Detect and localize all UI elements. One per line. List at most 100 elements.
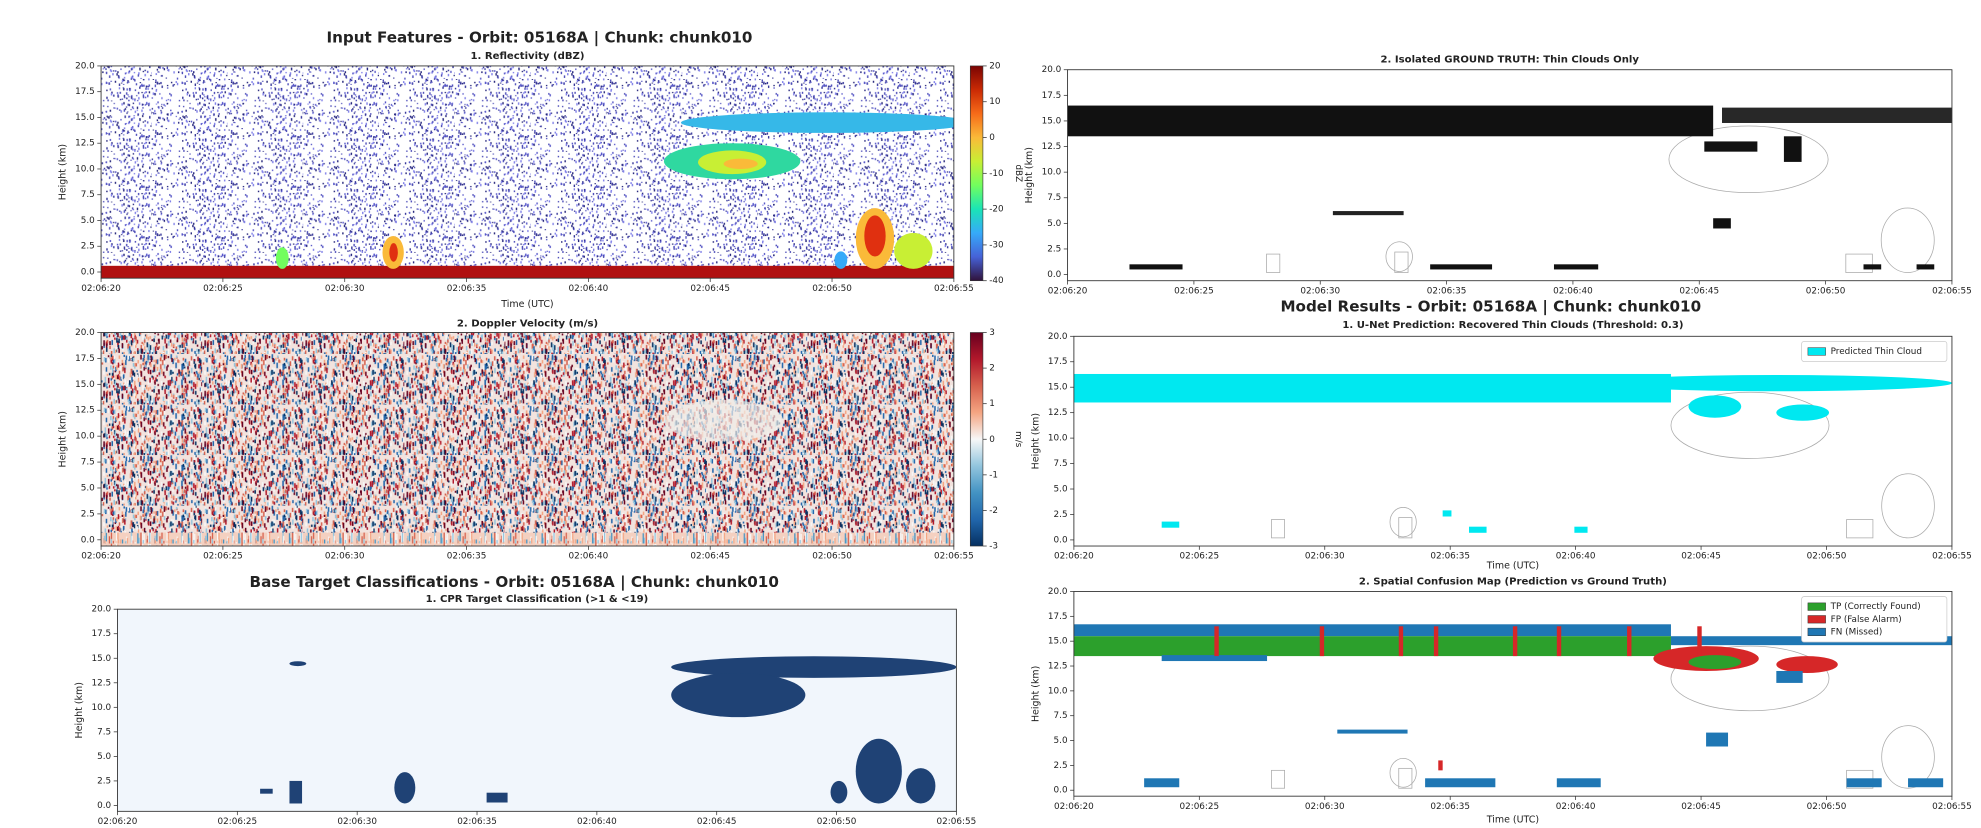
y-tick-label: 20.0 [1048,332,1068,342]
x-tick-label: 02:06:40 [577,817,617,827]
x-tick-label: 02:06:50 [817,817,857,827]
x-tick-label: 02:06:25 [1174,286,1214,296]
cloud-region [1430,264,1493,270]
y-tick-label: 17.5 [92,629,112,639]
axes-frame [1073,591,1953,797]
x-tick-label: 02:06:55 [937,817,977,827]
x-tick-label: 02:06:25 [218,817,258,827]
plot-area [1073,624,1952,789]
x-tick-label: 02:06:45 [690,284,730,294]
cloud-region [1704,141,1758,152]
cloud-region [1398,767,1413,789]
cloud-region [260,788,273,794]
cloud-region [1433,626,1439,657]
cloud-region [1553,264,1599,270]
y-tick-label: 7.5 [81,458,95,468]
plot-area [117,609,957,812]
x-tick-label: 02:06:55 [1932,552,1972,562]
background [101,332,954,547]
y-tick-label: 5.0 [81,483,95,493]
axes-frame [1073,335,1953,547]
x-tick-label: 02:06:30 [1305,552,1345,562]
suptitle: Input Features - Orbit: 05168A | Chunk: … [326,29,752,48]
y-tick-label: 7.5 [1047,193,1061,203]
cloud-region [1881,725,1935,789]
cloud-region [1556,778,1601,788]
legend-label: FP (False Alarm) [1831,615,1902,625]
x-tick-label: 02:06:55 [934,552,974,562]
y-tick-label: 12.5 [1042,142,1062,152]
x-tick-label: 02:06:20 [81,284,121,294]
y-tick-label: 2.5 [1054,761,1068,771]
x-tick-label: 02:06:45 [1681,802,1721,812]
cloud-region [1073,624,1671,637]
cloud-region [663,399,784,442]
colorbar-tick-label: 0 [989,133,995,143]
panel-title: 1. Reflectivity (dBZ) [470,51,584,62]
y-tick-label: 20.0 [1048,587,1068,597]
cloud-region [1438,760,1443,771]
y-tick-label: 0.0 [97,801,111,811]
x-tick-label: 02:06:35 [1430,802,1470,812]
cloud-region [1722,107,1952,123]
panel-title: 1. CPR Target Classification (>1 & <19) [426,594,649,605]
axes-frame [100,65,955,279]
x-tick-label: 02:06:55 [1932,286,1972,296]
colorbar-tick-label: 2 [989,364,995,374]
y-tick-label: 15.0 [75,113,95,123]
y-tick-label: 2.5 [81,242,95,252]
x-tick-label: 02:06:45 [690,552,730,562]
cloud-region [289,661,307,667]
colorbar-label: m/s [1013,431,1023,448]
cloud-region [894,232,933,269]
cloud-region [1332,211,1404,216]
cloud-region [723,158,758,169]
colorbar-tick-label: 3 [989,328,995,338]
background [101,65,954,279]
cloud-region [1389,506,1417,538]
cloud-region [1425,778,1496,788]
cloud-region [1271,519,1285,539]
x-tick-label: 02:06:25 [1179,552,1219,562]
cloud-region [1442,510,1452,517]
y-tick-label: 0.0 [1054,786,1068,796]
x-axis-label: Time (UTC) [1486,815,1539,826]
colorbar-tick-label: 0 [989,435,995,445]
y-tick-label: 10.0 [1048,434,1068,444]
x-tick-label: 02:06:35 [447,284,487,294]
y-tick-label: 2.5 [81,509,95,519]
cloud-region [1776,670,1803,683]
y-tick-label: 2.5 [1054,510,1068,520]
x-tick-label: 02:06:40 [1553,286,1593,296]
cloud-region [1266,253,1281,273]
cloud-region [1706,732,1729,747]
x-tick-label: 02:06:35 [447,552,487,562]
cloud-region [1783,136,1802,162]
y-tick-label: 12.5 [92,678,112,688]
axes-frame [100,332,955,547]
y-tick-label: 2.5 [97,776,111,786]
y-tick-label: 0.0 [1054,535,1068,545]
y-tick-label: 7.5 [81,190,95,200]
colorbar [969,332,984,547]
y-tick-label: 10.0 [92,703,112,713]
cloud-region [1668,125,1829,194]
y-tick-label: 5.0 [1054,736,1068,746]
colorbar-tick-label: -2 [989,506,998,516]
cloud-region [671,656,957,678]
panel-title: 1. U-Net Prediction: Recovered Thin Clou… [1342,320,1683,331]
x-tick-label: 02:06:45 [1679,286,1719,296]
colorbar-tick-label: -10 [989,169,1004,179]
x-tick-label: 02:06:30 [325,552,365,562]
legend-swatch [1807,347,1826,356]
cloud-region [1697,626,1702,657]
cloud-region [1129,264,1183,270]
y-tick-label: 10.0 [75,164,95,174]
colorbar-tick-label: -1 [989,470,998,480]
y-tick-label: 5.0 [1047,219,1061,229]
colorbar-tick-label: 20 [989,61,1001,71]
y-tick-label: 17.5 [1048,357,1068,367]
x-tick-label: 02:06:35 [1430,552,1470,562]
x-axis-label: Time (UTC) [500,299,553,310]
